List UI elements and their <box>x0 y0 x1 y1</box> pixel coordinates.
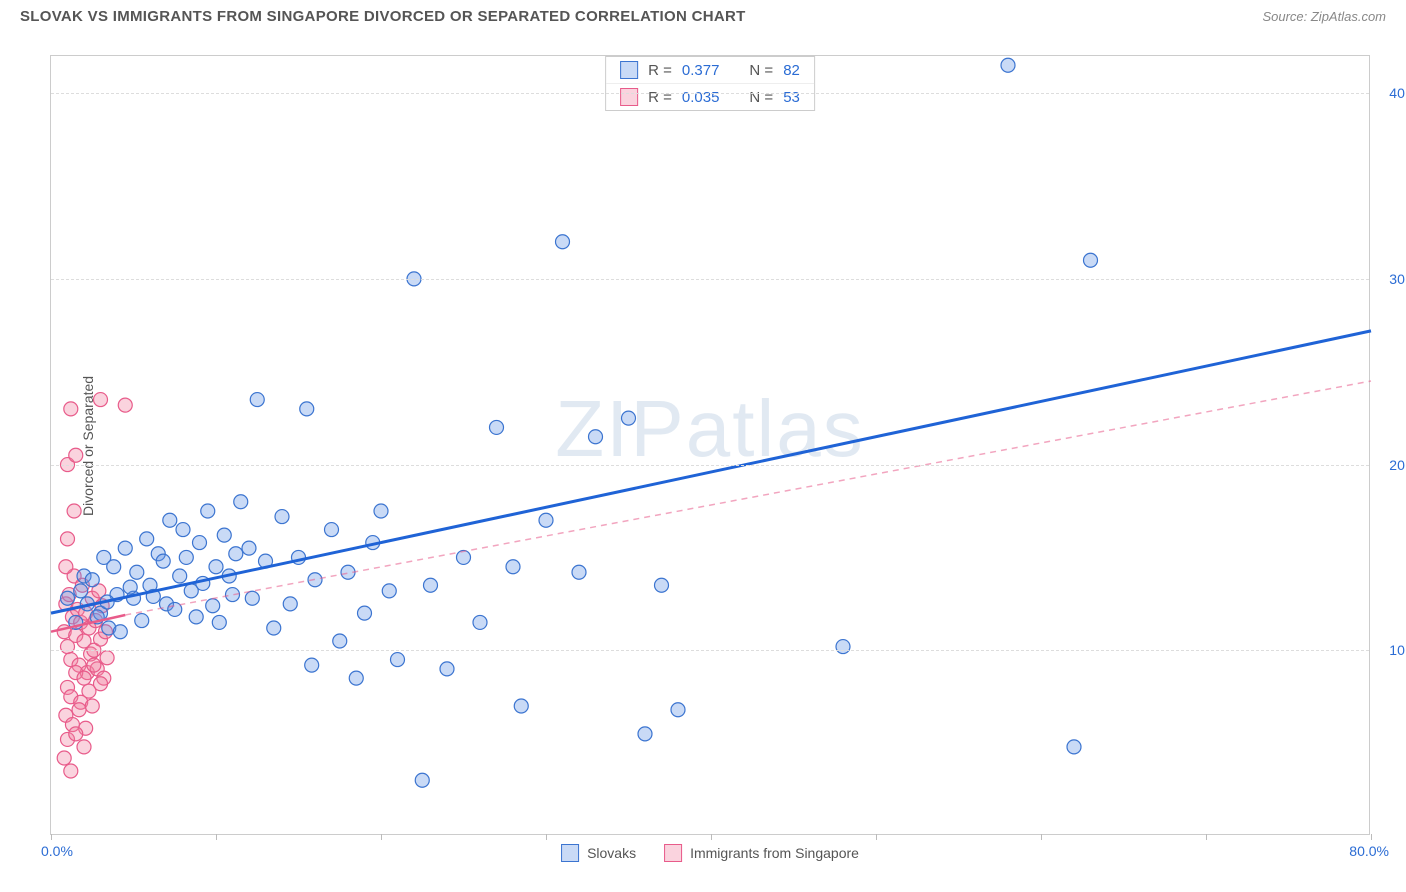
gridline <box>51 93 1369 94</box>
chart-title: SLOVAK VS IMMIGRANTS FROM SINGAPORE DIVO… <box>20 8 746 25</box>
legend-label-pink: Immigrants from Singapore <box>690 845 859 861</box>
r-value-pink: 0.035 <box>682 89 720 106</box>
stats-legend: R = 0.377 N = 82 R = 0.035 N = 53 <box>605 56 815 111</box>
x-tick-mark <box>711 834 712 840</box>
y-tick-label: 10.0% <box>1389 642 1406 658</box>
x-tick-mark <box>216 834 217 840</box>
x-axis-min-label: 0.0% <box>41 843 73 859</box>
x-tick-mark <box>1206 834 1207 840</box>
gridline <box>51 279 1369 280</box>
series-legend: Slovaks Immigrants from Singapore <box>561 844 859 862</box>
y-tick-label: 30.0% <box>1389 271 1406 287</box>
x-tick-mark <box>546 834 547 840</box>
x-tick-mark <box>876 834 877 840</box>
x-tick-mark <box>51 834 52 840</box>
plot-svg <box>51 56 1369 834</box>
legend-item-blue: Slovaks <box>561 844 636 862</box>
swatch-blue-icon <box>561 844 579 862</box>
n-value-pink: 53 <box>783 89 800 106</box>
n-label: N = <box>749 89 773 106</box>
legend-item-pink: Immigrants from Singapore <box>664 844 859 862</box>
r-label: R = <box>648 89 672 106</box>
legend-label-blue: Slovaks <box>587 845 636 861</box>
swatch-blue-icon <box>620 61 638 79</box>
gridline <box>51 465 1369 466</box>
x-tick-mark <box>1041 834 1042 840</box>
n-label: N = <box>749 62 773 79</box>
r-label: R = <box>648 62 672 79</box>
gridline <box>51 650 1369 651</box>
x-tick-mark <box>1371 834 1372 840</box>
y-tick-label: 20.0% <box>1389 457 1406 473</box>
n-value-blue: 82 <box>783 62 800 79</box>
r-value-blue: 0.377 <box>682 62 720 79</box>
stats-row-blue: R = 0.377 N = 82 <box>606 57 814 83</box>
y-tick-label: 40.0% <box>1389 85 1406 101</box>
source-attribution: Source: ZipAtlas.com <box>1262 9 1386 24</box>
chart-plot-area: ZIPatlas R = 0.377 N = 82 R = 0.035 N = … <box>50 55 1370 835</box>
swatch-pink-icon <box>620 88 638 106</box>
x-tick-mark <box>381 834 382 840</box>
swatch-pink-icon <box>664 844 682 862</box>
stats-row-pink: R = 0.035 N = 53 <box>606 83 814 110</box>
x-axis-max-label: 80.0% <box>1349 843 1389 859</box>
